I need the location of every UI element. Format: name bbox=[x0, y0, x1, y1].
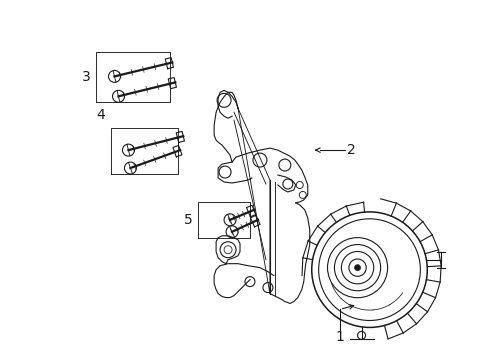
Text: 1: 1 bbox=[334, 330, 344, 345]
Text: 5: 5 bbox=[183, 213, 192, 227]
Text: 4: 4 bbox=[96, 108, 105, 122]
Circle shape bbox=[354, 265, 360, 271]
Text: 3: 3 bbox=[82, 71, 91, 84]
Text: 2: 2 bbox=[346, 143, 355, 157]
